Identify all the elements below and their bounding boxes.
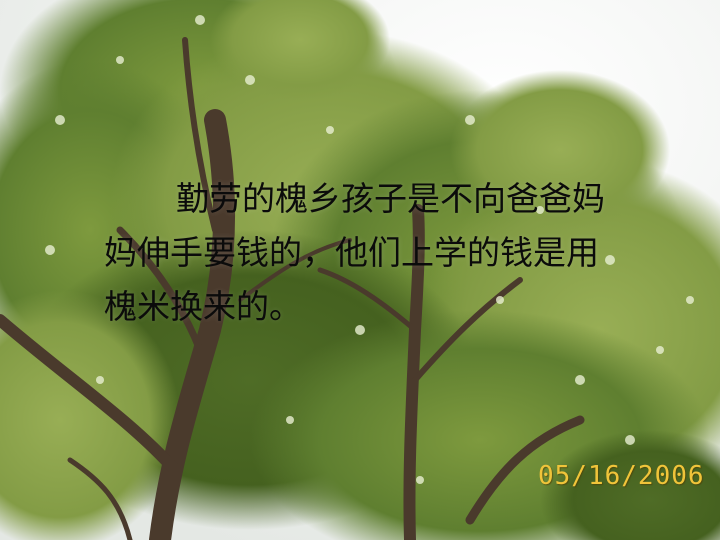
- date-stamp: 05/16/2006: [538, 461, 705, 491]
- blossoms: [45, 15, 694, 484]
- caption-text: 勤劳的槐乡孩子是不向爸爸妈妈伸手要钱的，他们上学的钱是用槐米换来的。: [104, 179, 605, 326]
- tree-trunks: [0, 37, 585, 540]
